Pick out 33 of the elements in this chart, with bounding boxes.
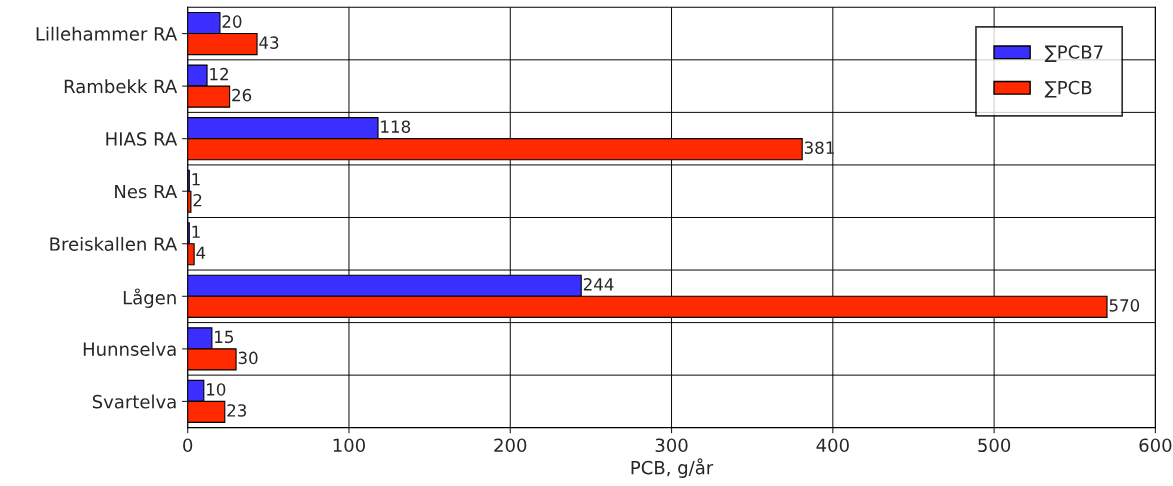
x-tick-label: 600 <box>1139 438 1172 453</box>
data-label: 43 <box>259 36 279 49</box>
y-tick-label: Nes RA <box>115 184 178 199</box>
legend-label: ∑PCB <box>1044 80 1092 98</box>
data-label: 12 <box>210 67 228 81</box>
data-label: 15 <box>215 330 234 344</box>
x-tick-label: 500 <box>978 438 1011 453</box>
data-label: 244 <box>583 278 614 291</box>
data-label: 20 <box>222 15 242 28</box>
data-label: 1 <box>192 225 200 238</box>
data-label: 570 <box>1109 299 1140 312</box>
data-label: 23 <box>227 404 247 417</box>
y-tick-label: Lågen <box>123 288 176 308</box>
data-label: 26 <box>232 88 252 102</box>
x-tick-label: 0 <box>183 438 193 453</box>
data-label: 30 <box>238 351 258 365</box>
x-tick-label: 100 <box>333 438 365 453</box>
y-tick-label: Hunnselva <box>83 342 176 356</box>
data-label: 2 <box>193 193 202 207</box>
data-label: 4 <box>196 246 206 259</box>
y-tick-label: Svartelva <box>92 394 176 409</box>
y-tick-label: Rambekk RA <box>64 79 178 94</box>
data-label: 10 <box>207 383 226 396</box>
y-tick-label: Breiskallen RA <box>50 236 178 251</box>
data-label: 118 <box>381 120 411 133</box>
y-tick-label: HIAS RA <box>106 132 178 146</box>
x-tick-label: 200 <box>494 438 527 453</box>
x-tick-label: 300 <box>655 438 688 453</box>
x-tick-label: 400 <box>816 438 849 453</box>
y-tick-label: Lillehammer RA <box>36 26 178 41</box>
x-axis-title: PCB, g/år <box>631 458 714 478</box>
legend-label: ∑PCB7 <box>1044 45 1103 63</box>
data-label: 1 <box>192 173 200 186</box>
